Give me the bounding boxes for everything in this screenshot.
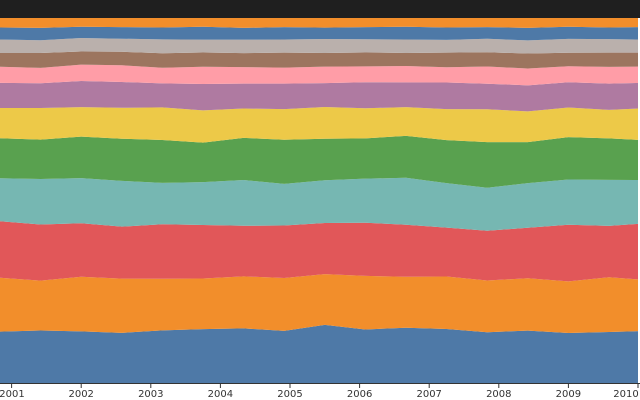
x-tick-label-2005: 2005 bbox=[277, 389, 302, 400]
x-tick-label-2010: 2010 bbox=[613, 389, 638, 400]
x-tick-label-2003: 2003 bbox=[138, 389, 163, 400]
area-series-8 bbox=[0, 64, 638, 86]
x-tick-label-2007: 2007 bbox=[416, 389, 441, 400]
area-series-2 bbox=[0, 274, 638, 333]
x-axis: 2001 2002 2003 2004 2005 2006 2007 2008 2009 2010 bbox=[0, 383, 640, 400]
area-series-10 bbox=[0, 38, 638, 54]
area-series-9 bbox=[0, 51, 638, 69]
area-series-4 bbox=[0, 177, 638, 231]
area-series-6 bbox=[0, 107, 638, 143]
x-tick-label-2009: 2009 bbox=[556, 389, 581, 400]
area-series-12 bbox=[0, 18, 638, 28]
x-tick-label-2004: 2004 bbox=[208, 389, 233, 400]
x-tick-label-2008: 2008 bbox=[486, 389, 511, 400]
area-series-11 bbox=[0, 26, 638, 41]
x-tick-label-2001: 2001 bbox=[0, 389, 25, 400]
area-series-7 bbox=[0, 80, 638, 112]
top-band bbox=[0, 0, 640, 18]
area-series-5 bbox=[0, 135, 638, 188]
area-series-3 bbox=[0, 221, 638, 282]
x-tick-label-2002: 2002 bbox=[68, 389, 93, 400]
x-tick-label-2006: 2006 bbox=[347, 389, 372, 400]
areas-layer bbox=[0, 18, 638, 383]
area-series-1 bbox=[0, 324, 638, 383]
